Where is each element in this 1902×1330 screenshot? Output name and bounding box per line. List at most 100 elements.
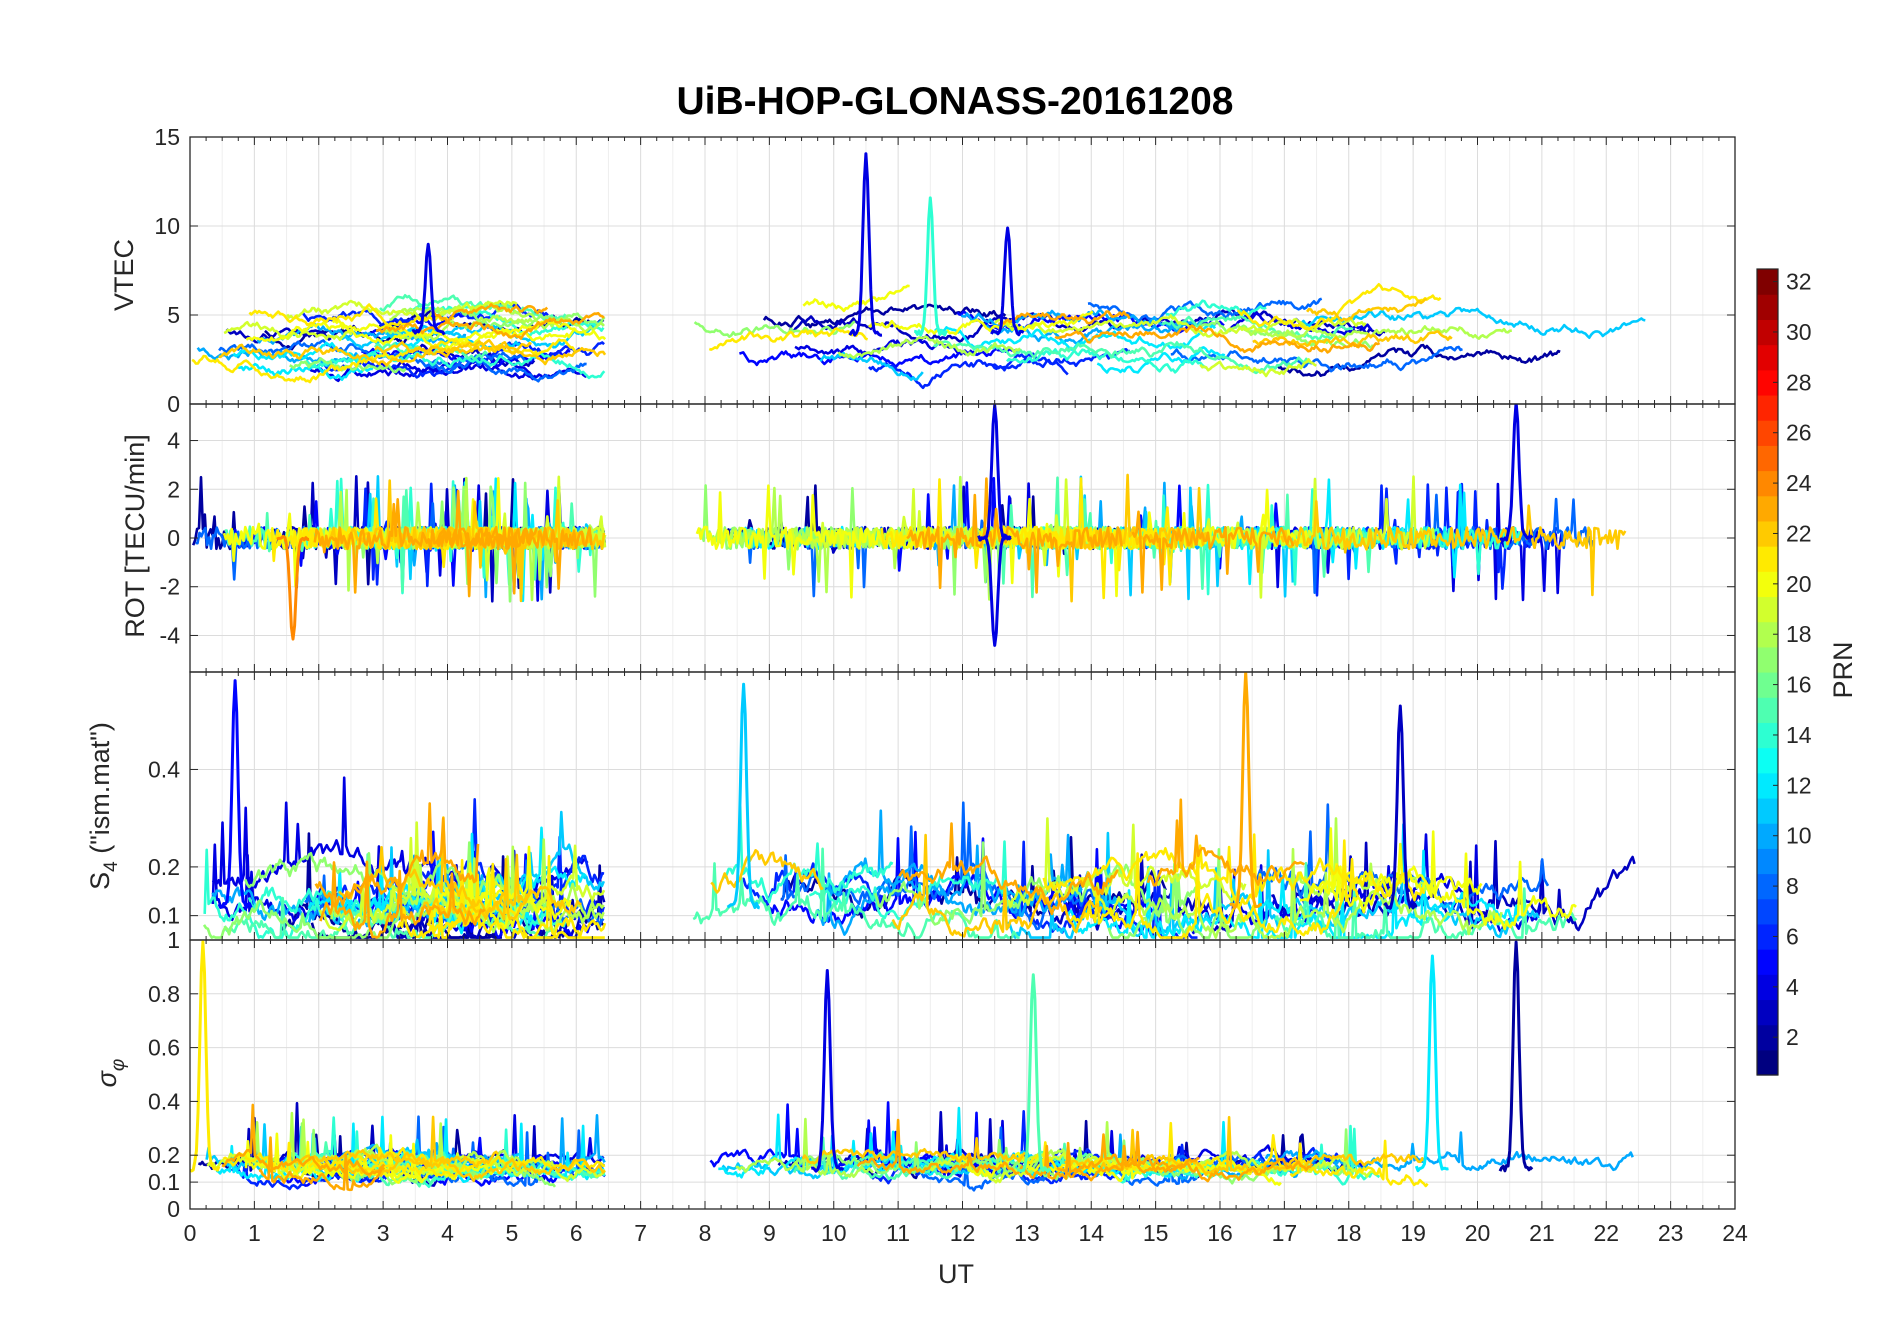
trace-prn-23: [432, 302, 549, 323]
trace-prn-23: [856, 1118, 1200, 1182]
trace-prn-23: [319, 860, 486, 939]
x-tick-label: 12: [950, 1220, 976, 1246]
trace-prn-2: [1277, 343, 1561, 378]
trace-prn-15: [692, 847, 1020, 939]
trace-prn-18: [837, 335, 1021, 360]
peak-prn-14: [914, 196, 948, 337]
colorbar-cell-prn-22: [1757, 520, 1778, 547]
y-tick-label: 15: [154, 124, 180, 150]
trace-prn-19: [394, 844, 606, 918]
trace-prn-4: [379, 360, 538, 381]
trace-prn-20: [802, 284, 910, 313]
colorbar-tick-label: 14: [1786, 722, 1812, 748]
ylabel-vtec: VTEC: [109, 239, 139, 311]
trace-prn-20: [331, 318, 607, 342]
trace-prn-11: [1007, 831, 1281, 939]
trace-prn-14: [1165, 299, 1267, 318]
colorbar-cell-prn-32: [1757, 269, 1778, 295]
trace-prn-19: [994, 314, 1367, 338]
colorbar-label: PRN: [1828, 641, 1858, 698]
trace-prn-17: [693, 320, 856, 339]
trace-prn-21: [426, 854, 607, 939]
panel-vtec: 0 5 10 15: [154, 124, 1736, 417]
colorbar-tick-label: 6: [1786, 923, 1799, 949]
y-tick-label: 0.1: [148, 1169, 180, 1195]
colorbar-tick-label: 26: [1786, 420, 1812, 446]
colorbar-tick-label: 12: [1786, 772, 1812, 798]
colorbar-cell-prn-14: [1757, 722, 1778, 749]
colorbar-cell-prn-15: [1757, 697, 1778, 723]
colorbar-cell-prn-18: [1757, 621, 1778, 648]
trace-prn-21: [248, 303, 455, 329]
trace-prn-22: [710, 848, 824, 894]
colorbar-cell-prn-28: [1757, 369, 1778, 396]
trace-prn-14: [723, 805, 894, 904]
y-tick-label: 4: [167, 428, 180, 454]
colorbar-cell-prn-20: [1757, 571, 1778, 598]
x-tick-label: 20: [1465, 1220, 1491, 1246]
colorbar-tick-label: 4: [1786, 974, 1799, 1000]
colorbar-cell-prn-19: [1757, 596, 1778, 623]
x-tick-label: 24: [1722, 1220, 1748, 1246]
x-tick-label: 18: [1336, 1220, 1362, 1246]
colorbar-cell-prn-1: [1757, 1049, 1778, 1076]
colorbar-cell-prn-16: [1757, 672, 1778, 698]
trace-prn-15: [341, 904, 552, 939]
colorbar-cell-prn-12: [1757, 772, 1778, 799]
y-tick-label: 0.8: [148, 981, 180, 1007]
colorbar-tick-label: 24: [1786, 470, 1812, 496]
trace-prn-15: [223, 853, 382, 939]
y-tick-label: 1: [167, 927, 180, 953]
trace-prn-22: [891, 833, 1103, 938]
trace-prn-22: [218, 338, 532, 367]
trace-prn-21: [708, 327, 869, 351]
trace-prn-18: [1241, 325, 1512, 340]
trace-prn-11: [819, 351, 924, 382]
colorbar-tick-label: 18: [1786, 621, 1812, 647]
colorbar-cell-prn-3: [1757, 999, 1778, 1026]
x-tick-label: 10: [821, 1220, 847, 1246]
trace-prn-8: [1087, 297, 1323, 323]
panel-s4: 0.1 0.2 0.4: [148, 671, 1736, 941]
panel-rot: -4 -2 0 2 4: [160, 403, 1736, 673]
x-tick-label: 9: [763, 1220, 776, 1246]
x-tick-label: 14: [1078, 1220, 1104, 1246]
trace-prn-8: [427, 358, 587, 383]
trace-prn-21: [1065, 839, 1360, 939]
trace-prn-12: [232, 337, 429, 364]
colorbar-tick-label: 10: [1786, 823, 1812, 849]
series-traces: [190, 940, 1634, 1192]
trace-prn-23: [1054, 324, 1381, 354]
y-tick-label: 0.4: [148, 1088, 180, 1114]
trace-prn-22: [1306, 298, 1427, 322]
series-traces: [202, 672, 1636, 939]
ylabel-s4: S4 ("ism.mat"): [85, 722, 122, 890]
trace-prn-18: [713, 486, 876, 594]
trace-prn-23: [898, 822, 1119, 916]
x-tick-label: 11: [886, 1220, 910, 1246]
x-tick-label: 2: [312, 1220, 325, 1246]
trace-prn-22: [1280, 500, 1627, 597]
trace-prn-21: [396, 862, 605, 939]
x-tick-label: 23: [1658, 1220, 1684, 1246]
y-tick-label: 0: [167, 525, 180, 551]
trace-prn-20: [245, 321, 576, 352]
colorbar-cell-prn-31: [1757, 294, 1778, 320]
x-axis-label: UT: [938, 1259, 974, 1289]
trace-prn-23: [1146, 798, 1305, 887]
trace-prn-14: [203, 848, 338, 939]
colorbar-tick-label: 32: [1786, 269, 1812, 295]
colorbar-cell-prn-13: [1757, 747, 1778, 774]
y-tick-label: 0.2: [148, 1142, 180, 1168]
trace-prn-23: [906, 477, 1123, 594]
colorbar-tick-label: 22: [1786, 520, 1812, 546]
trace-prn-22: [345, 1115, 606, 1182]
series-traces: [191, 152, 1646, 390]
peak-prn-4: [1499, 404, 1534, 542]
trace-prn-23: [313, 497, 538, 598]
trace-prn-15: [379, 293, 567, 321]
x-tick-label: 7: [634, 1220, 647, 1246]
trace-prn-14: [1006, 348, 1207, 374]
peak-prn-21: [190, 940, 221, 1173]
y-tick-label: 0: [167, 1196, 180, 1222]
